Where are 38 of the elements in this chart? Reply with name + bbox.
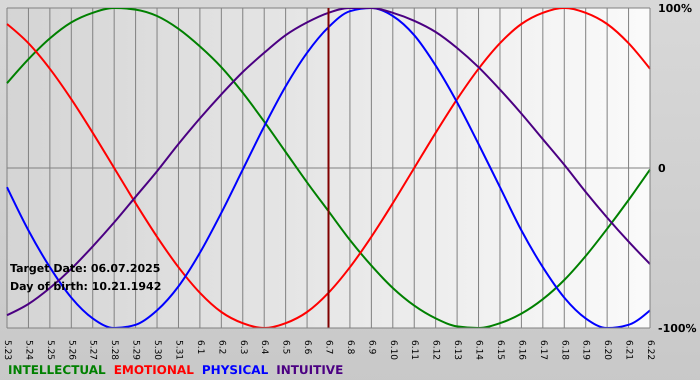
x-tick-label: 6.17 — [538, 340, 548, 360]
x-tick-label: 6.15 — [494, 340, 505, 360]
x-tick-label: 5.25 — [44, 340, 55, 360]
x-tick-label: 6.10 — [388, 340, 398, 360]
x-tick-label: 6.1 — [194, 340, 205, 354]
x-tick-label: 5.29 — [130, 340, 141, 360]
y-tick-label: -100% — [658, 322, 697, 335]
x-tick-label: 5.26 — [66, 340, 76, 360]
y-tick-label: 0 — [658, 162, 666, 175]
x-tick-label: 6.2 — [216, 340, 226, 354]
x-tick-label: 6.3 — [238, 340, 248, 354]
x-tick-label: 6.22 — [645, 340, 655, 360]
x-tick-label: 6.19 — [580, 340, 591, 360]
x-tick-label: 5.23 — [2, 340, 12, 360]
x-tick-label: 5.31 — [173, 340, 184, 360]
x-tick-label: 6.20 — [602, 340, 612, 360]
text: PHYSICAL — [202, 363, 268, 377]
x-tick-label: 6.21 — [624, 340, 634, 360]
x-tick-label: 6.8 — [344, 340, 355, 355]
x-tick-label: 5.30 — [152, 340, 162, 360]
x-tick-label: 6.9 — [366, 340, 376, 355]
text: INTUITIVE — [276, 363, 344, 377]
x-tick-label: 6.12 — [430, 340, 441, 360]
x-tick-label: 6.11 — [409, 340, 420, 360]
x-tick-label: 5.24 — [23, 340, 34, 360]
x-tick-label: 6.13 — [452, 340, 462, 360]
x-tick-label: 5.28 — [109, 340, 120, 360]
x-tick-label: 6.7 — [324, 340, 334, 354]
y-tick-label: 100% — [658, 2, 692, 15]
text: INTELLECTUAL — [8, 363, 106, 377]
text: EMOTIONAL — [114, 363, 194, 377]
x-tick-label: 6.5 — [280, 340, 291, 354]
x-tick-label: 5.27 — [88, 340, 98, 360]
x-tick-label: 6.16 — [516, 340, 526, 360]
x-tick-label: 6.14 — [474, 340, 484, 360]
x-tick-label: 6.4 — [259, 340, 270, 355]
x-tick-label: 6.6 — [302, 340, 312, 355]
x-tick-label: 6.18 — [559, 340, 570, 360]
